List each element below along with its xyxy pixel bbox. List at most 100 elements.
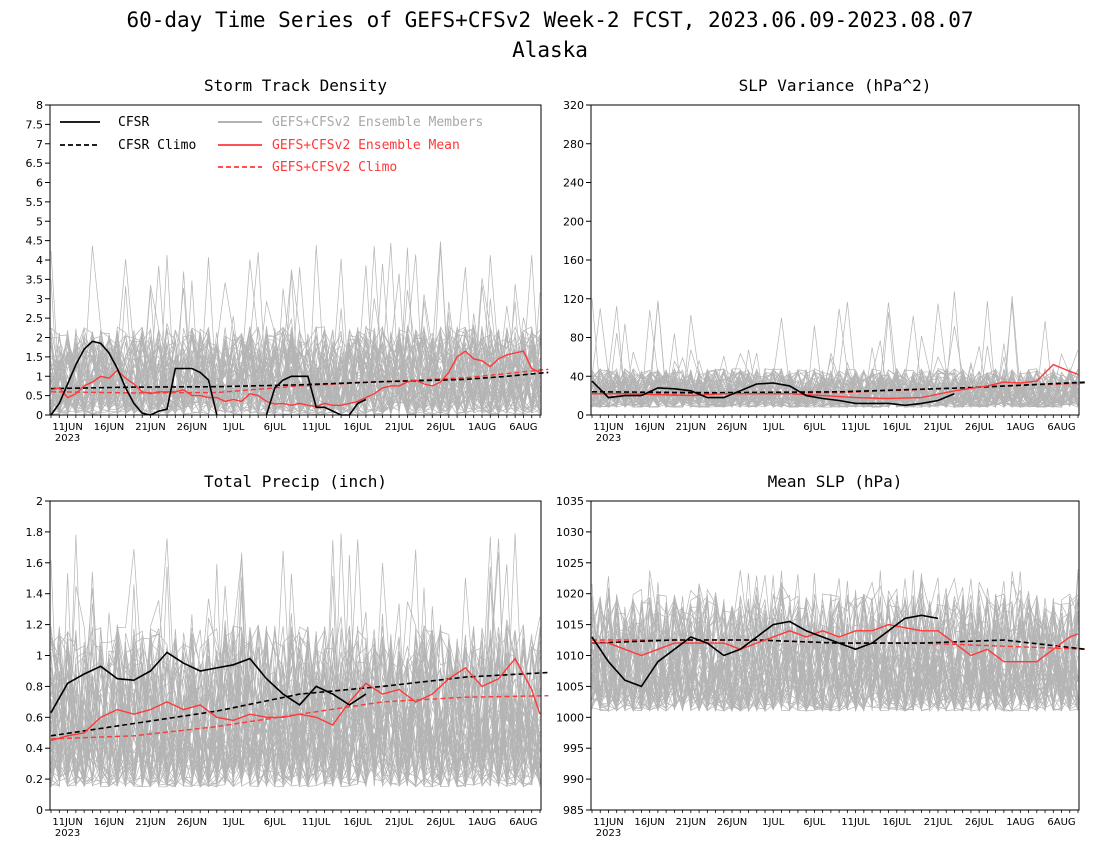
member-line	[50, 606, 541, 787]
figure-title: 60-day Time Series of GEFS+CFSv2 Week-2 …	[126, 8, 973, 32]
member-line	[50, 327, 541, 416]
x-tick-label: 21JUL	[924, 422, 953, 433]
member-line	[591, 589, 1079, 713]
x-tick-label: 1AUG	[1006, 422, 1034, 433]
y-tick-label: 0	[36, 409, 43, 422]
member-line	[50, 273, 541, 415]
x-tick-label: 6AUG	[1047, 817, 1075, 828]
member-line	[50, 626, 541, 787]
ensemble-members	[50, 241, 541, 416]
y-tick-label: 995	[563, 742, 584, 755]
y-tick-label: 200	[563, 215, 584, 228]
member-line	[50, 586, 541, 788]
ensemble-members	[591, 569, 1079, 713]
member-line	[591, 599, 1079, 712]
panel-2: Total Precip (inch) 0 0.2 0.4 0.6 0.8 1 1.2 1.4 1…	[26, 472, 549, 839]
member-line	[50, 627, 541, 787]
member-line	[591, 368, 1079, 408]
x-tick-label: 21JUN	[676, 817, 706, 828]
y-tick-label: 0.4	[26, 742, 44, 755]
x-tick-label: 11JUN	[593, 817, 623, 828]
series-gefs-cfsv2-ensemble-mean	[592, 623, 1079, 663]
member-line	[50, 247, 541, 415]
x-tick-label: 26JUL	[965, 817, 994, 828]
x-tick-label: 1AUG	[468, 422, 496, 433]
y-tick-label: 1	[36, 650, 43, 663]
legend-label: GEFS+CFSv2 Ensemble Members	[272, 115, 483, 130]
x-tick-label: 16JUN	[634, 422, 664, 433]
y-tick-label: 1.4	[26, 588, 44, 601]
series-cfsr	[591, 614, 939, 688]
x-tick-label: 26JUN	[177, 422, 207, 433]
member-line	[591, 302, 1079, 409]
y-tick-label: 1020	[556, 588, 584, 601]
x-tick-label: 21JUN	[135, 817, 165, 828]
member-line	[591, 300, 1079, 408]
y-tick-label: 1000	[556, 711, 584, 724]
x-tick-label: 11JUL	[302, 817, 331, 828]
x-tick-label: 26JUN	[717, 422, 747, 433]
x-tick-label: 11JUN	[593, 422, 623, 433]
member-line	[50, 633, 541, 788]
y-tick-label: 2	[36, 495, 43, 508]
y-tick-label: 1005	[556, 680, 584, 693]
panel-3: Mean SLP (hPa) 985 990 995 1000 1005 1010 1015 1…	[556, 472, 1087, 839]
panels-group: Storm Track Density 0 0.5 1 1.5 2 2.5 3 3.5 4 4.5 5…	[26, 76, 1087, 839]
figure-subtitle: Alaska	[512, 38, 588, 62]
y-tick-label: 1030	[556, 526, 584, 539]
x-year-label: 2023	[596, 828, 621, 839]
y-tick-label: 4.5	[26, 235, 44, 248]
panel-title: Storm Track Density	[204, 76, 387, 95]
x-tick-label: 6JUL	[803, 817, 826, 828]
legend-label: CFSR Climo	[118, 138, 196, 153]
x-tick-label: 16JUN	[94, 817, 124, 828]
x-tick-label: 16JUN	[634, 817, 664, 828]
series-gefs-cfsv2-ensemble-mean	[50, 657, 541, 742]
member-line	[50, 327, 541, 416]
x-tick-label: 11JUL	[302, 422, 331, 433]
x-tick-label: 26JUN	[717, 817, 747, 828]
x-tick-label: 21JUL	[385, 422, 414, 433]
member-line	[591, 599, 1079, 712]
x-tick-label: 26JUL	[965, 422, 994, 433]
x-tick-label: 26JUN	[177, 817, 207, 828]
member-line	[591, 594, 1079, 713]
member-line	[591, 320, 1079, 408]
x-tick-label: 6AUG	[509, 817, 537, 828]
x-tick-label: 11JUL	[841, 817, 870, 828]
y-tick-label: 280	[563, 138, 584, 151]
member-line	[50, 624, 541, 788]
x-tick-label: 1JUL	[222, 817, 245, 828]
panel-title: Total Precip (inch)	[204, 472, 387, 491]
y-tick-label: 240	[563, 177, 584, 190]
x-tick-label: 16JUL	[343, 817, 372, 828]
member-line	[50, 628, 541, 788]
x-tick-label: 6JUL	[803, 422, 826, 433]
y-tick-label: 4	[36, 254, 43, 267]
x-year-label: 2023	[55, 433, 80, 444]
series-cfsr	[591, 380, 955, 407]
member-line	[50, 534, 541, 788]
x-tick-label: 26JUL	[426, 422, 455, 433]
y-tick-label: 1.8	[26, 526, 44, 539]
x-tick-label: 26JUL	[426, 817, 455, 828]
series-gefs-cfsv2-ensemble-mean	[592, 363, 1079, 400]
panel-1: SLP Variance (hPa^2) 0 40 80 120 160 200 240 280…	[563, 76, 1087, 444]
y-tick-label: 80	[570, 332, 584, 345]
member-line	[591, 570, 1079, 712]
member-line	[591, 582, 1079, 711]
y-tick-label: 1025	[556, 557, 584, 570]
x-tick-label: 21JUL	[924, 817, 953, 828]
member-line	[50, 629, 541, 788]
legend-label: GEFS+CFSv2 Ensemble Mean	[272, 138, 460, 153]
member-line	[591, 583, 1079, 713]
member-line	[50, 254, 541, 415]
member-line	[591, 333, 1079, 408]
ensemble-members	[50, 533, 541, 789]
y-tick-label: 0.6	[26, 711, 44, 724]
x-tick-label: 16JUL	[882, 422, 911, 433]
x-tick-label: 6JUL	[264, 422, 287, 433]
panel-title: SLP Variance (hPa^2)	[739, 76, 932, 95]
legend-label: CFSR	[118, 115, 149, 130]
